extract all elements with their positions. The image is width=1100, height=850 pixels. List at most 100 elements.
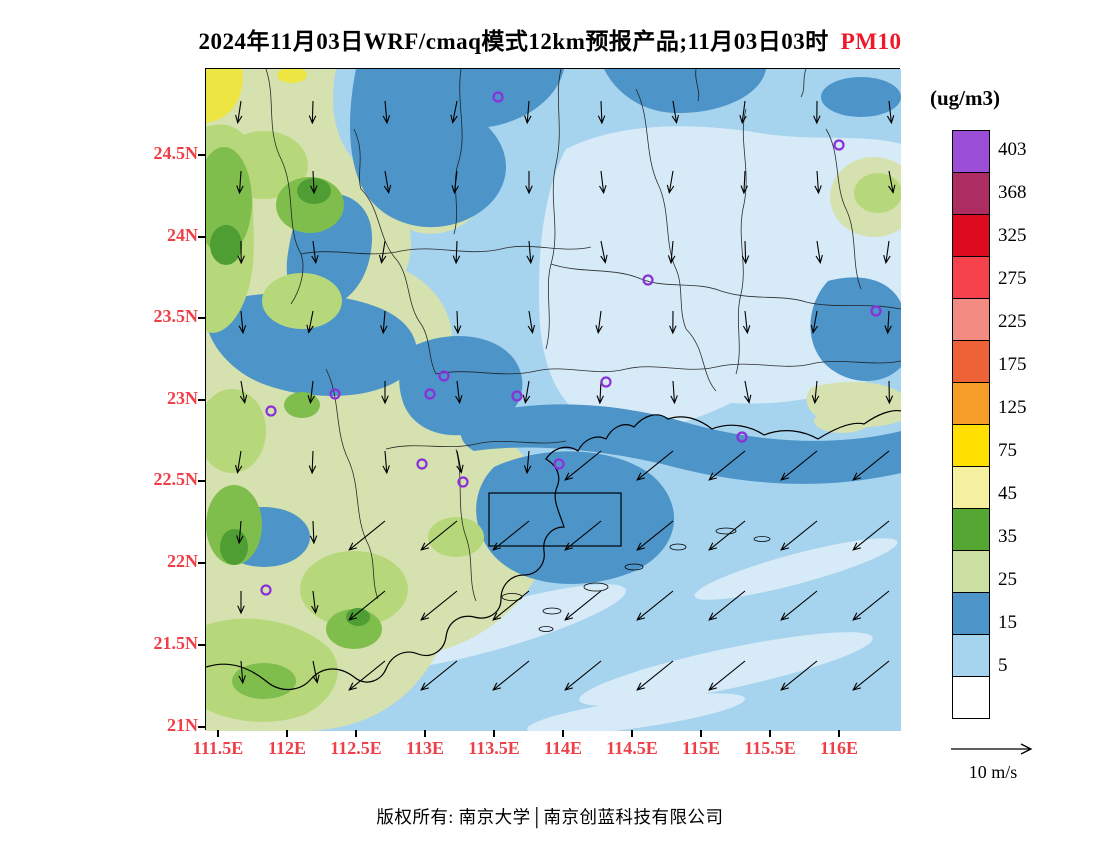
wind-arrow xyxy=(599,170,607,195)
wind-arrow xyxy=(739,100,747,125)
wind-arrow xyxy=(780,590,818,621)
wind-arrow xyxy=(666,170,675,195)
colorbar-label-325: 325 xyxy=(998,225,1027,246)
chart-title: 2024年11月03日WRF/cmaq模式12km预报产品;11月03日03时 P… xyxy=(0,22,1100,56)
station-marker-icon xyxy=(870,305,882,317)
lon-label-114E: 114E xyxy=(543,738,582,758)
wind-arrow xyxy=(708,590,746,621)
wind-arrow xyxy=(308,100,317,125)
wind-arrow xyxy=(420,590,458,621)
colorbar-box-403 xyxy=(952,130,990,173)
wind-arrow xyxy=(742,310,751,335)
wind-arrow xyxy=(564,590,602,621)
wind-arrow xyxy=(311,240,319,265)
lat-tick xyxy=(198,317,205,319)
wind-arrow xyxy=(780,520,818,551)
lon-label-115E: 115E xyxy=(681,738,720,758)
station-marker-icon xyxy=(600,376,612,388)
wind-arrow xyxy=(455,380,463,405)
lat-label-24.5N: 24.5N xyxy=(153,143,199,163)
wind-arrow xyxy=(884,310,892,335)
wind-arrow xyxy=(526,240,534,265)
wind-arrow xyxy=(492,660,530,691)
colorbar-box-325 xyxy=(952,214,990,257)
wind-arrow xyxy=(307,380,315,405)
colorbar-label-125: 125 xyxy=(998,397,1027,418)
lat-tick xyxy=(198,399,205,401)
wind-arrow xyxy=(740,170,748,195)
wind-arrow xyxy=(814,170,822,195)
colorbar-label-15: 15 xyxy=(998,612,1017,633)
lon-tick xyxy=(562,730,564,737)
lon-label-113.5E: 113.5E xyxy=(468,738,520,758)
wind-arrow xyxy=(780,660,818,691)
wind-arrow xyxy=(453,310,462,335)
lon-label-112.5E: 112.5E xyxy=(330,738,382,758)
wind-arrow xyxy=(420,520,458,551)
colorbar-label-403: 403 xyxy=(998,139,1027,160)
wind-arrow xyxy=(310,170,318,195)
wind-arrow xyxy=(235,100,243,125)
lat-label-21N: 21N xyxy=(167,715,198,735)
lon-tick xyxy=(286,730,288,737)
wind-arrow xyxy=(636,660,674,691)
colorbar-box-35 xyxy=(952,508,990,551)
station-marker-icon xyxy=(511,390,523,402)
colorbar-box-75 xyxy=(952,424,990,467)
colorbar-box-368 xyxy=(952,172,990,215)
wind-reference: 10 m/s xyxy=(945,740,1041,783)
province-boundaries xyxy=(265,69,901,602)
wind-arrow xyxy=(522,380,531,405)
station-marker-icon xyxy=(424,388,436,400)
wind-arrow xyxy=(348,520,386,551)
wind-arrow xyxy=(237,240,245,265)
wind-arrow xyxy=(595,310,603,335)
wind-arrow xyxy=(852,450,890,481)
wind-arrow xyxy=(883,240,891,265)
wind-reference-label: 10 m/s xyxy=(968,762,1018,782)
colorbar-label-225: 225 xyxy=(998,311,1027,332)
wind-arrow xyxy=(306,310,314,334)
lat-label-21.5N: 21.5N xyxy=(153,633,199,653)
colorbar-box-225 xyxy=(952,298,990,341)
lat-label-23N: 23N xyxy=(167,388,198,408)
wind-arrow xyxy=(600,240,608,264)
wind-arrow xyxy=(813,100,821,125)
wind-arrow xyxy=(636,520,674,551)
colorbar-label-368: 368 xyxy=(998,182,1027,203)
wind-arrow xyxy=(239,380,248,405)
lat-label-24N: 24N xyxy=(167,225,198,245)
colorbar-label-45: 45 xyxy=(998,483,1017,504)
wind-arrow xyxy=(780,450,818,481)
lat-label-22.5N: 22.5N xyxy=(153,469,199,489)
lon-tick xyxy=(217,730,219,737)
wind-arrow xyxy=(420,660,458,691)
wind-arrow xyxy=(523,450,532,475)
lat-tick xyxy=(198,726,205,728)
pm10-map xyxy=(206,69,901,731)
lon-tick xyxy=(424,730,426,737)
colorbar-box-5 xyxy=(952,634,990,677)
chart-title-main: 2024年11月03日WRF/cmaq模式12km预报产品;11月03日03时 xyxy=(198,29,829,54)
station-marker-icon xyxy=(736,431,748,443)
wind-arrow xyxy=(309,520,318,545)
wind-arrow xyxy=(308,450,317,475)
colorbar-label-35: 35 xyxy=(998,526,1017,547)
wind-arrow xyxy=(852,660,890,691)
wind-arrow xyxy=(741,240,750,265)
wind-arrow xyxy=(236,520,244,545)
colorbar-label-275: 275 xyxy=(998,268,1027,289)
wind-arrow xyxy=(382,450,390,475)
legend-unit: (ug/m3) xyxy=(930,86,1000,110)
wind-arrow xyxy=(383,170,392,195)
lon-label-113E: 113E xyxy=(405,738,444,758)
wind-arrow xyxy=(671,100,680,125)
subregion-box xyxy=(488,492,622,547)
wind-arrow xyxy=(236,170,244,195)
wind-arrow xyxy=(885,380,894,405)
wind-arrow xyxy=(811,380,820,405)
lon-tick xyxy=(700,730,702,737)
lat-tick xyxy=(198,154,205,156)
lon-tick xyxy=(769,730,771,737)
